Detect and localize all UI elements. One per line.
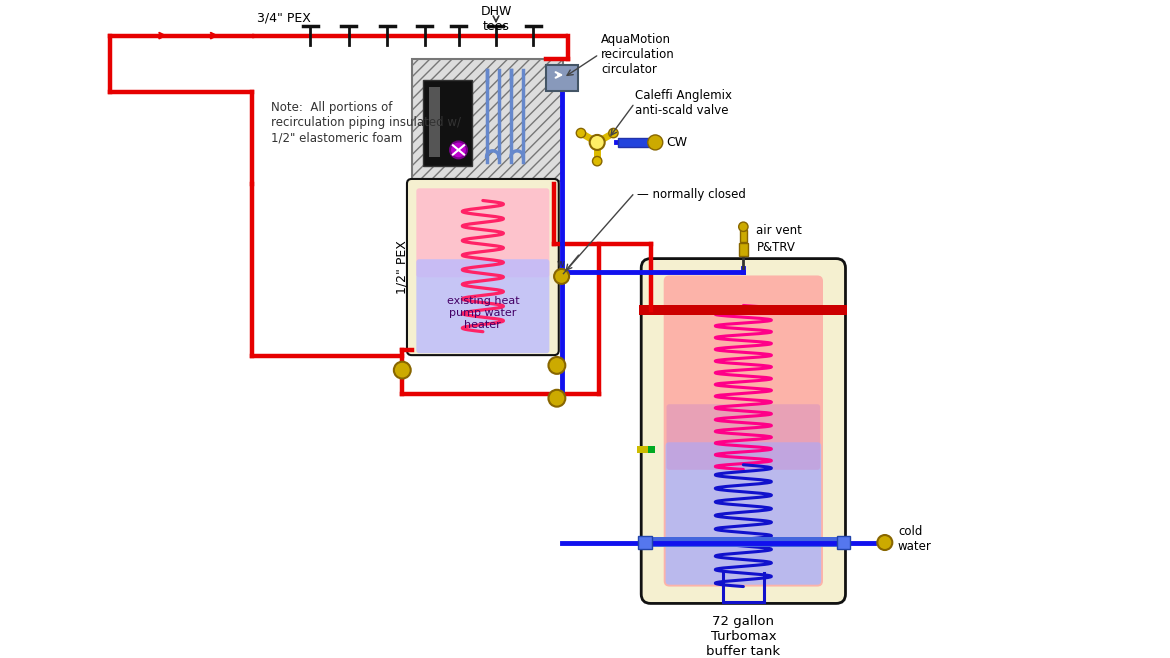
Text: 1/2" PEX: 1/2" PEX — [395, 240, 408, 294]
Text: — normally closed: — normally closed — [636, 188, 745, 201]
Text: 3/4" PEX: 3/4" PEX — [257, 11, 311, 24]
Text: cold
water: cold water — [897, 525, 931, 553]
Bar — [428, 87, 440, 157]
FancyBboxPatch shape — [667, 404, 820, 470]
FancyBboxPatch shape — [641, 259, 846, 603]
Circle shape — [577, 128, 586, 138]
Circle shape — [648, 135, 662, 150]
Bar — [738, 243, 748, 256]
Text: w: w — [557, 259, 565, 269]
Bar — [545, 64, 578, 91]
Text: air vent: air vent — [757, 224, 803, 237]
FancyBboxPatch shape — [407, 179, 559, 355]
FancyBboxPatch shape — [417, 259, 550, 353]
FancyBboxPatch shape — [666, 442, 821, 585]
Circle shape — [450, 141, 467, 159]
Text: DHW
tees: DHW tees — [481, 5, 511, 33]
Bar — [837, 536, 851, 549]
Bar — [638, 446, 648, 453]
Circle shape — [592, 157, 601, 166]
FancyBboxPatch shape — [417, 188, 550, 278]
Text: 72 gallon
Turbomax
buffer tank: 72 gallon Turbomax buffer tank — [707, 615, 780, 657]
Bar — [639, 537, 847, 547]
Circle shape — [738, 222, 748, 232]
Bar — [739, 230, 748, 241]
Text: AquaMotion
recirculation
circulator: AquaMotion recirculation circulator — [601, 33, 675, 76]
Text: CW: CW — [667, 136, 688, 149]
Circle shape — [394, 362, 411, 378]
Circle shape — [878, 535, 893, 550]
Bar — [639, 305, 847, 315]
FancyBboxPatch shape — [663, 276, 823, 586]
Circle shape — [549, 357, 565, 374]
Bar — [639, 536, 652, 549]
Circle shape — [555, 269, 569, 284]
Text: existing heat
pump water
heater: existing heat pump water heater — [447, 296, 519, 330]
Text: Caleffi Anglemix
anti-scald valve: Caleffi Anglemix anti-scald valve — [634, 89, 731, 117]
Bar — [648, 446, 655, 453]
Circle shape — [549, 390, 565, 407]
Text: Note:  All portions of
recirculation piping insulated w/
1/2" elastomeric foam: Note: All portions of recirculation pipi… — [271, 101, 461, 144]
Circle shape — [608, 128, 618, 138]
FancyBboxPatch shape — [412, 59, 564, 181]
Text: P&TRV: P&TRV — [757, 241, 796, 254]
Circle shape — [590, 135, 605, 150]
Bar — [422, 80, 472, 166]
Bar — [618, 138, 651, 147]
